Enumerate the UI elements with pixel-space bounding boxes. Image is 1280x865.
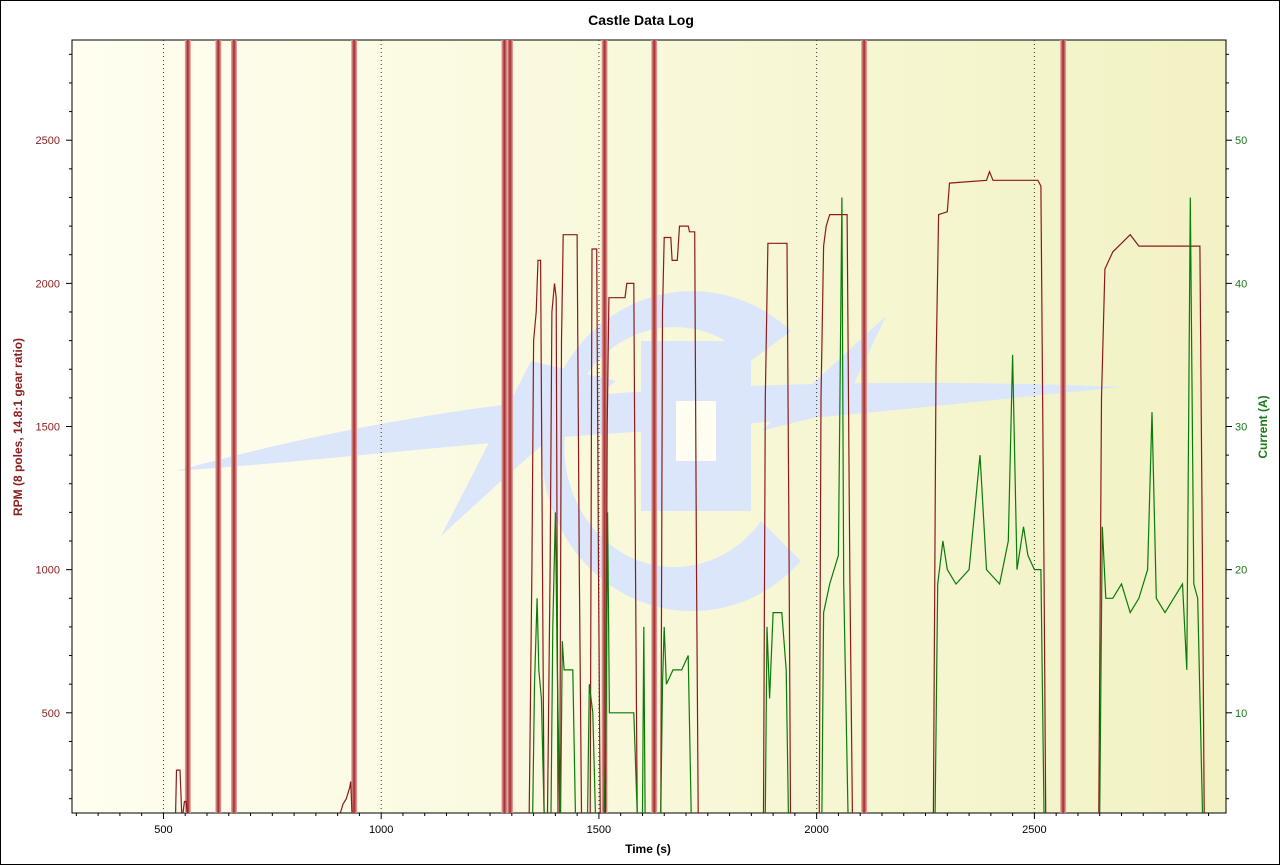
current-segment-0 — [532, 598, 545, 813]
current-segment-10 — [1099, 197, 1204, 813]
event-markers — [184, 40, 1067, 813]
rpm-segment-4 — [546, 283, 559, 813]
y-axis-right-label: Current (A) — [1256, 395, 1270, 458]
rpm-segment-2 — [339, 781, 353, 813]
rpm-segment-8 — [660, 225, 699, 813]
rpm-segment-0 — [175, 769, 183, 813]
event-marker-5 — [507, 40, 514, 813]
current-segment-5 — [641, 626, 646, 813]
event-marker-7 — [651, 40, 658, 813]
series-lines — [175, 170, 1205, 813]
current-segment-6 — [660, 626, 692, 813]
event-marker-0 — [184, 40, 191, 813]
current-segment-4 — [603, 512, 638, 813]
rpm-segment-10 — [818, 214, 853, 813]
rpm-segment-11 — [932, 170, 1047, 813]
event-marker-4 — [501, 40, 508, 813]
y-right-tick-label-40: 40 — [1235, 278, 1247, 290]
chart-title: Castle Data Log — [588, 12, 694, 28]
current-segment-8 — [821, 197, 849, 813]
event-marker-8 — [861, 40, 868, 813]
y-left-tick-label-1500: 1500 — [36, 422, 60, 434]
x-tick-label-1000: 1000 — [369, 824, 393, 836]
event-marker-2 — [230, 40, 237, 813]
rpm-segment-5 — [559, 234, 583, 813]
rpm-segment-7 — [604, 282, 638, 813]
current-segment-3 — [587, 684, 596, 813]
current-segment-7 — [764, 611, 789, 813]
rpm-segment-12 — [1098, 233, 1205, 813]
current-segment-1 — [550, 512, 561, 813]
current-segment-9 — [934, 354, 1045, 813]
y-left-tick-label-2000: 2000 — [36, 278, 60, 290]
y-left-tick-label-1000: 1000 — [36, 565, 60, 577]
rpm-segment-3 — [528, 259, 545, 813]
event-marker-9 — [1060, 40, 1067, 813]
axes: 500 1000 1500 2000 2500 500 1000 1500 2000 2500 10… — [36, 53, 1247, 836]
rpm-segment-9 — [762, 242, 792, 813]
x-axis-label: Time (s) — [625, 842, 671, 856]
y-right-tick-label-30: 30 — [1235, 422, 1247, 434]
y-right-tick-label-50: 50 — [1235, 135, 1247, 147]
event-marker-3 — [351, 40, 358, 813]
y-axis-left-label: RPM (8 poles, 14.8:1 gear ratio) — [11, 338, 25, 516]
event-marker-1 — [215, 40, 222, 813]
event-marker-6 — [601, 40, 608, 813]
x-tick-label-2000: 2000 — [804, 824, 828, 836]
rpm-segment-6 — [589, 248, 601, 813]
rpm-segment-1 — [182, 800, 188, 813]
y-left-tick-label-500: 500 — [42, 708, 60, 720]
x-tick-label-2500: 2500 — [1022, 824, 1046, 836]
x-tick-label-1500: 1500 — [587, 824, 611, 836]
y-right-tick-label-20: 20 — [1235, 565, 1247, 577]
x-tick-label-500: 500 — [154, 824, 172, 836]
current-segment-2 — [560, 641, 576, 813]
y-right-tick-label-10: 10 — [1235, 708, 1247, 720]
y-left-tick-label-2500: 2500 — [36, 135, 60, 147]
